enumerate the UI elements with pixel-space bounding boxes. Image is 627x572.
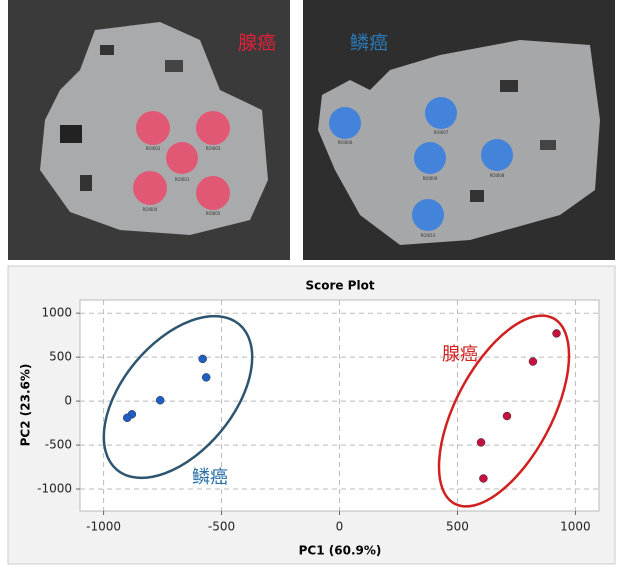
roi-label: ROI005 [206, 211, 221, 216]
x-tick-label: 500 [446, 520, 469, 534]
y-tick-label: 500 [49, 350, 72, 364]
roi-label: ROI006 [338, 140, 353, 145]
plot: -1000 -500 0 500 1000 -1000 -500 0 500 1000 [37, 300, 599, 534]
roi-label: ROI009 [423, 176, 438, 181]
x-tick-label: 0 [336, 520, 344, 534]
roi-label: ROI008 [490, 173, 505, 178]
photo-adenocarcinoma: 腺癌 ROI002 ROI003 ROI001 ROI004 ROI005 [8, 0, 290, 260]
cluster-ellipse [437, 314, 571, 508]
y-tick-label: 1000 [41, 306, 72, 320]
roi-label: ROI003 [206, 146, 221, 151]
x-tick-label: -1000 [86, 520, 121, 534]
point [479, 474, 488, 483]
y-tick-label: -1000 [37, 482, 72, 496]
cluster-label: 鳞癌 [192, 467, 228, 488]
point [552, 329, 561, 338]
x-axis-label: PC1 (60.9%) [299, 544, 382, 558]
point [198, 354, 207, 364]
cluster-label: 腺癌 [442, 344, 478, 365]
x-tick-label: -500 [208, 520, 235, 534]
y-tick-label: -500 [45, 438, 72, 452]
x-tick-label: 1000 [560, 520, 591, 534]
photo-label: 鳞癌 [350, 32, 388, 54]
point [201, 373, 211, 382]
y-tick-label: 0 [64, 394, 72, 408]
point [502, 411, 512, 421]
point [155, 395, 165, 405]
roi-label: ROI002 [146, 146, 161, 151]
chart-title: Score Plot [305, 279, 374, 293]
roi-label: ROI010 [421, 233, 436, 238]
photo-label: 腺癌 [238, 32, 276, 54]
roi-label: ROI007 [434, 130, 449, 135]
roi-label: ROI001 [175, 177, 190, 182]
y-axis-label: PC2 (23.6%) [19, 364, 33, 447]
point [122, 413, 132, 423]
cluster-ellipse [102, 314, 254, 480]
photo-squamous: 鳞癌 ROI006 ROI007 ROI009 ROI008 ROI010 [303, 0, 615, 260]
point [476, 438, 486, 447]
roi-label: ROI004 [143, 207, 158, 212]
point [528, 357, 538, 366]
